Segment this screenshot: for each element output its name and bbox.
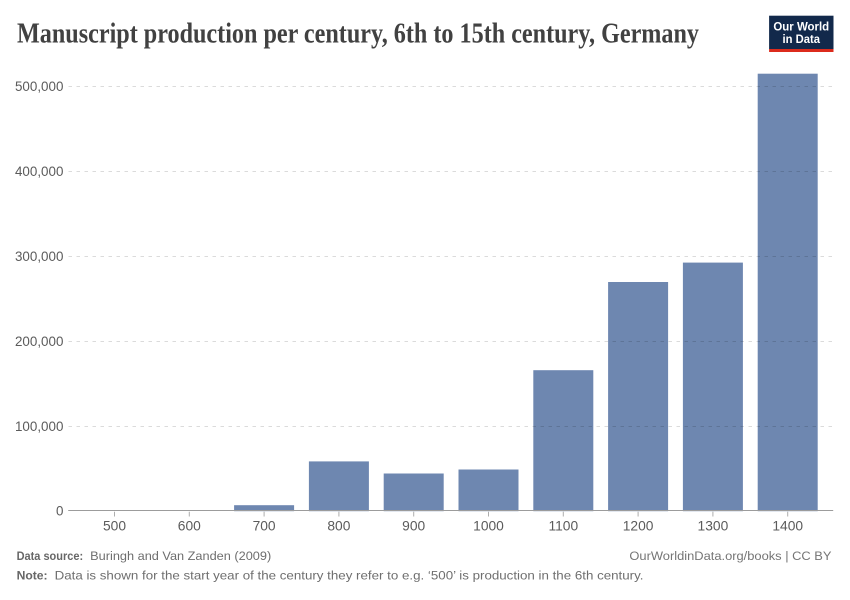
svg-text:600: 600: [178, 518, 201, 533]
svg-text:0: 0: [56, 504, 63, 519]
svg-text:Buringh and Van Zanden (2009): Buringh and Van Zanden (2009): [90, 549, 271, 563]
svg-text:800: 800: [327, 518, 350, 533]
svg-text:Manuscript production per cent: Manuscript production per century, 6th t…: [17, 18, 699, 50]
svg-text:Data source:: Data source:: [17, 549, 84, 563]
svg-text:in Data: in Data: [783, 32, 821, 46]
svg-text:OurWorldinData.org/books | CC: OurWorldinData.org/books | CC BY: [629, 549, 831, 563]
svg-text:Note:: Note:: [17, 569, 48, 583]
svg-text:200,000: 200,000: [15, 334, 63, 349]
svg-text:300,000: 300,000: [15, 249, 63, 264]
svg-text:100,000: 100,000: [15, 419, 63, 434]
svg-text:Our World: Our World: [773, 20, 829, 34]
svg-text:1400: 1400: [772, 518, 803, 533]
svg-text:500,000: 500,000: [15, 79, 63, 94]
svg-text:1300: 1300: [698, 518, 729, 533]
svg-text:400,000: 400,000: [15, 164, 63, 179]
svg-text:1100: 1100: [548, 518, 578, 533]
svg-text:900: 900: [402, 518, 425, 533]
svg-text:Data is shown for the start ye: Data is shown for the start year of the …: [55, 569, 644, 583]
svg-text:1000: 1000: [473, 518, 504, 533]
svg-text:1200: 1200: [623, 518, 654, 533]
svg-text:500: 500: [103, 518, 126, 533]
svg-text:700: 700: [253, 518, 276, 533]
